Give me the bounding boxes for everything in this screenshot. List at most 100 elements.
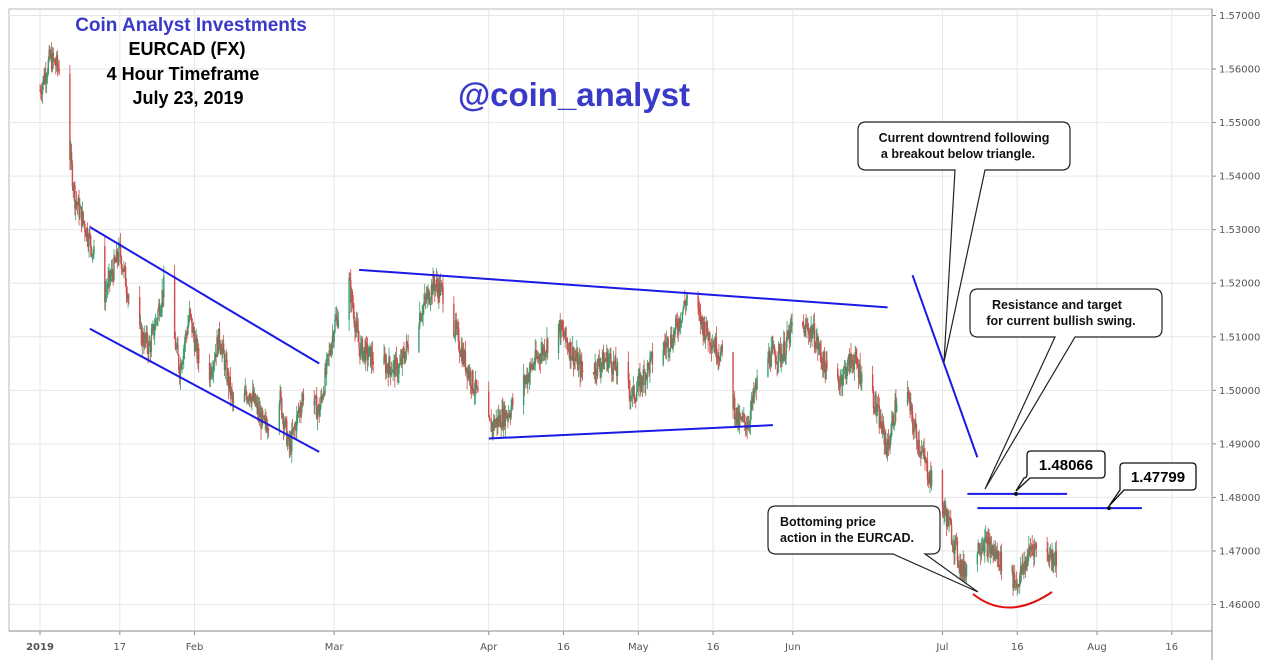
candle-body-up <box>910 403 912 411</box>
candle-body-down <box>442 286 444 304</box>
candle-body-up <box>369 346 371 348</box>
candle-body-down <box>293 427 295 428</box>
candle-body-down <box>406 341 408 345</box>
candle-body-up <box>1025 558 1028 570</box>
candle-body-up <box>529 363 531 374</box>
candle-body-down <box>605 360 607 362</box>
candle-body-down <box>611 362 613 373</box>
candle-body-up <box>917 439 920 449</box>
candle-body-up <box>952 545 954 547</box>
candle-body-down <box>502 409 504 428</box>
candle-body-up <box>577 360 580 370</box>
candle-body-up <box>665 341 668 349</box>
candle-body-up <box>544 353 546 357</box>
candle-body-up <box>50 53 52 58</box>
candle-body-up <box>906 391 909 405</box>
candle-body-up <box>422 306 424 316</box>
candle-body-down <box>220 349 222 355</box>
candle-body-down <box>1024 560 1027 570</box>
candle-body-down <box>263 416 266 422</box>
candle-body-down <box>174 338 177 350</box>
candle-body-down <box>634 399 636 401</box>
candle-body-down <box>121 268 123 270</box>
candle-body-down <box>1034 544 1037 545</box>
candle-body-down <box>956 540 959 561</box>
candle-body-down <box>1014 574 1016 584</box>
candle-body-down <box>1046 548 1048 553</box>
callout-bottoming: Bottoming price action in the EURCAD. <box>767 505 979 593</box>
candle-body-down <box>950 520 952 525</box>
candle-body-down <box>112 273 114 281</box>
candle-body-up <box>333 331 335 342</box>
candle-body-down <box>252 390 255 401</box>
candle-body-up <box>773 346 775 348</box>
candle-body-up <box>959 560 961 569</box>
candle-body-up <box>261 410 263 429</box>
candle-body-up <box>504 410 507 427</box>
callout-resistance: Resistance and target for current bullis… <box>969 288 1163 490</box>
candle-body-up <box>495 417 497 423</box>
candle-body-down <box>424 295 427 298</box>
candle-body-down <box>281 398 283 418</box>
candle-body-down <box>909 397 911 411</box>
candle-body-down <box>918 439 920 452</box>
candle-body-down <box>787 331 789 339</box>
candle-body-up <box>540 353 542 363</box>
candle-body-up <box>48 50 50 60</box>
candle-body-up <box>335 318 337 321</box>
candle-body-down <box>841 375 843 386</box>
candle-body-up <box>115 250 118 263</box>
candle-body-up <box>385 364 388 374</box>
candle-body-up <box>944 505 946 511</box>
candle-body-down <box>39 90 41 92</box>
candle-body-down <box>78 198 80 218</box>
candle-body-down <box>499 414 502 428</box>
candle-body-up <box>642 369 644 386</box>
candle-body-up <box>750 399 753 411</box>
candle-body-down <box>173 275 176 339</box>
candle-body-up <box>335 316 338 319</box>
candle-body-down <box>229 376 231 396</box>
candle-body-up <box>896 404 898 412</box>
candle-body-up <box>423 302 425 307</box>
candle-body-up <box>405 341 408 352</box>
candle-body-down <box>86 228 89 243</box>
candle-body-down <box>953 545 955 554</box>
candle-body-up <box>719 351 722 362</box>
candle-body-down <box>327 354 330 356</box>
candle-body-down <box>297 412 300 414</box>
candle-body-up <box>498 414 501 423</box>
candle-body-up <box>573 357 576 366</box>
candle-body-down <box>926 461 929 480</box>
candle-body-down <box>927 479 930 482</box>
candle-body-down <box>568 349 571 359</box>
candle-body-down <box>538 355 541 360</box>
candle-body-down <box>457 327 459 330</box>
date-title: July 23, 2019 <box>132 88 243 108</box>
candle-body-down <box>561 329 564 331</box>
candle-body-up <box>741 415 743 421</box>
candle-body-down <box>566 342 569 349</box>
candle-body-down <box>886 445 888 457</box>
candle-body-down <box>111 269 113 274</box>
candle-body-up <box>127 296 129 300</box>
candle-body-down <box>1033 547 1035 558</box>
candle-body-down <box>742 415 744 418</box>
candle-body-up <box>752 390 754 404</box>
candle-body-up <box>314 396 316 406</box>
candle-body-down <box>254 393 256 406</box>
candle-body-up <box>825 360 827 379</box>
candle-body-down <box>671 345 674 349</box>
candle-body-down <box>925 459 928 462</box>
candle-body-down <box>857 367 860 378</box>
candle-body-down <box>859 363 861 384</box>
candle-body-up <box>214 353 217 361</box>
candle-body-up <box>601 351 604 363</box>
candle-body-down <box>1055 550 1057 567</box>
candle-body-up <box>545 350 547 354</box>
candle-body-down <box>606 351 609 370</box>
candle-body-up <box>462 349 464 364</box>
candle-body-down <box>1031 546 1033 548</box>
candle-body-up <box>1049 550 1052 556</box>
candle-body-up <box>278 404 281 431</box>
